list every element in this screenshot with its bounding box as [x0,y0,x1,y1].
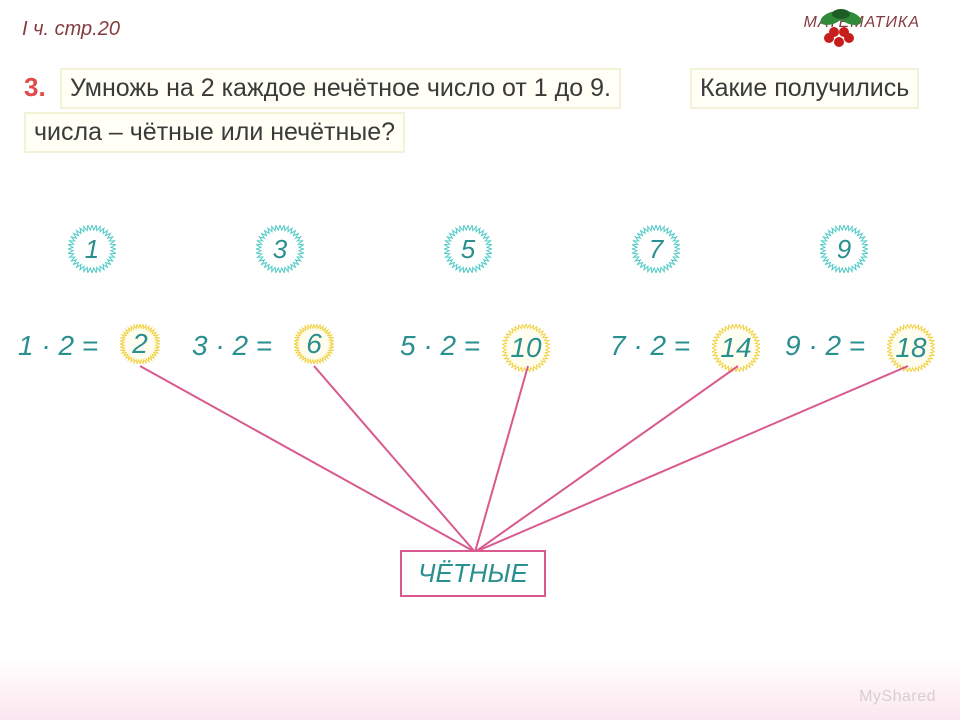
rays [0,356,960,576]
page-ref: I ч. стр.20 [22,18,120,41]
result-badge: 10 [502,324,550,372]
equation: 5 · 2 = [400,330,480,362]
result-badge: 6 [294,324,334,364]
footer-gradient [0,658,960,720]
page: I ч. стр.20 МАТЕМАТИКА 3. Умножь на 2 ка… [0,0,960,720]
rowan-icon [816,8,868,52]
result-badge: 2 [120,324,160,364]
odd-badge: 3 [256,225,304,273]
odd-badge: 5 [444,225,492,273]
problem-text-1: Умножь на 2 каждое нечётное число от 1 д… [60,68,621,109]
watermark: MyShared [859,688,936,706]
equation: 9 · 2 = [785,330,865,362]
equation: 1 · 2 = [18,330,98,362]
result-badge: 14 [712,324,760,372]
answer-box: ЧЁТНЫЕ [400,550,546,597]
result-badge: 18 [887,324,935,372]
exercise-number: 3. [24,72,46,103]
equation: 3 · 2 = [192,330,272,362]
equation: 7 · 2 = [610,330,690,362]
problem-text-2: Какие получились [690,68,919,109]
odd-badge: 9 [820,225,868,273]
odd-badge: 1 [68,225,116,273]
problem-text-3: числа – чётные или нечётные? [24,112,405,153]
odd-badge: 7 [632,225,680,273]
